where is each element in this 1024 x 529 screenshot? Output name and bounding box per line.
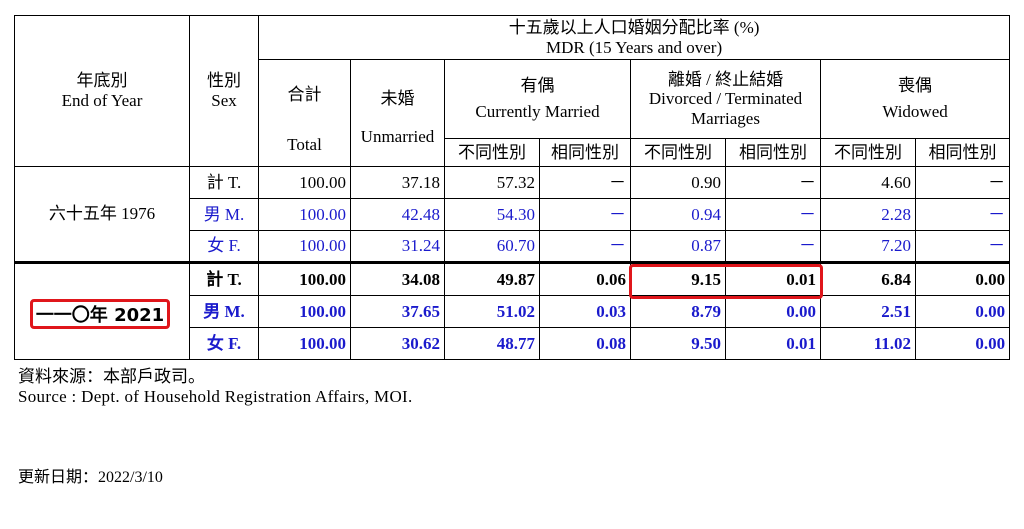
widowed-same-value: －: [914, 230, 1011, 263]
year-2021-cell: [14, 261, 190, 360]
total-value: 100.00: [258, 327, 351, 360]
unmarried-header: 未婚 Unmarried: [350, 59, 445, 167]
married-same-value: －: [539, 198, 631, 231]
sex-cell: 男 M.: [189, 295, 259, 328]
source-en: Source : Dept. of Household Registration…: [18, 387, 413, 406]
widowed-same-value: －: [914, 198, 1011, 231]
total-value: 100.00: [258, 295, 351, 328]
sex-header: 性別 Sex: [189, 15, 259, 167]
unmarried-value: 37.65: [350, 295, 445, 328]
widowed-same-value: 0.00: [914, 295, 1011, 328]
divorced-diff-value: 0.87: [630, 230, 726, 263]
unmarried-value: 31.24: [350, 230, 445, 263]
table-row: 六十五年 1976 計 T. 100.00 37.18 57.32 － 0.90…: [14, 166, 1011, 263]
unmarried-value: 37.18: [350, 166, 445, 199]
sex-cell: 女 F.: [189, 327, 259, 360]
married-diff-value: 60.70: [444, 230, 540, 263]
divorced-same-value: 0.00: [725, 295, 821, 328]
widowed-diff-value: 2.28: [820, 198, 916, 231]
widowed-diff-sex: 不同性別: [820, 138, 916, 167]
total-value: 100.00: [258, 261, 351, 296]
table-title: 十五歲以上人口婚姻分配比率 (%) MDR (15 Years and over): [257, 15, 1011, 60]
divorced-same-value: 0.01: [725, 327, 821, 360]
year-2021-highlight: [30, 299, 170, 329]
total-value: 100.00: [258, 198, 351, 231]
married-same-value: 0.03: [539, 295, 631, 328]
divorced-diff-value: 8.79: [630, 295, 726, 328]
widowed-diff-value: 6.84: [820, 261, 916, 296]
married-same-value: －: [539, 230, 631, 263]
widowed-same-value: 0.00: [914, 261, 1011, 296]
married-diff-sex: 不同性別: [444, 138, 540, 167]
divorced-diff-value: 9.50: [630, 327, 726, 360]
year-header: 年底別 End of Year: [14, 15, 190, 167]
total-value: 100.00: [258, 166, 351, 199]
source-zh: 資料來源：本部戶政司。: [18, 367, 205, 386]
widowed-header: 喪偶 Widowed: [819, 59, 1011, 139]
divorced-same-value: －: [725, 198, 821, 231]
unmarried-value: 34.08: [350, 261, 445, 296]
widowed-same-value: －: [914, 166, 1011, 199]
sex-cell: 女 F.: [189, 230, 259, 263]
table-row: 女 F. 100.00 30.62 48.77 0.08 9.50 0.01 1…: [15, 327, 1011, 360]
married-same-sex: 相同性別: [539, 138, 631, 167]
sex-cell: 計 T.: [189, 261, 259, 296]
marriage-distribution-table: 年底別 End of Year 性別 Sex 十五歲以上人口婚姻分配比率 (%) MD…: [14, 15, 1011, 360]
divorced-diff-value: 0.90: [630, 166, 726, 199]
unmarried-value: 42.48: [350, 198, 445, 231]
widowed-diff-value: 4.60: [820, 166, 916, 199]
divorced-same-value: －: [725, 230, 821, 263]
divorced-diff-sex: 不同性別: [630, 138, 726, 167]
year-1976: 六十五年 1976: [14, 166, 190, 263]
widowed-diff-value: 7.20: [820, 230, 916, 263]
sex-cell: 男 M.: [189, 198, 259, 231]
divorced-header: 離婚 / 終止結婚 Divorced / Terminated Marriage…: [630, 59, 821, 139]
married-diff-value: 51.02: [444, 295, 540, 328]
married-same-value: 0.08: [539, 327, 631, 360]
table-row: 計 T. 100.00 34.08 49.87 0.06 9.15 0.01 6…: [14, 261, 1011, 360]
married-same-value: －: [539, 166, 631, 199]
married-diff-value: 48.77: [444, 327, 540, 360]
widowed-diff-value: 2.51: [820, 295, 916, 328]
unmarried-value: 30.62: [350, 327, 445, 360]
married-header: 有偶 Currently Married: [444, 59, 631, 139]
update-date: 更新日期：2022/3/10: [18, 469, 163, 486]
divorced-diff-value: 0.94: [630, 198, 726, 231]
married-same-value: 0.06: [539, 261, 631, 296]
widowed-same-sex: 相同性別: [914, 138, 1011, 167]
total-value: 100.00: [258, 230, 351, 263]
divorced-same-value: －: [725, 166, 821, 199]
married-diff-value: 49.87: [444, 261, 540, 296]
widowed-diff-value: 11.02: [820, 327, 916, 360]
married-diff-value: 54.30: [444, 198, 540, 231]
widowed-same-value: 0.00: [914, 327, 1011, 360]
sex-cell: 計 T.: [189, 166, 259, 199]
table-row: 男 M. 100.00 37.65 51.02 0.03 8.79 0.00 2…: [15, 295, 1011, 328]
married-diff-value: 57.32: [444, 166, 540, 199]
divorced-same-sex: 相同性別: [725, 138, 821, 167]
total-header: 合計 Total: [258, 59, 351, 167]
divorced-2021-highlight: [629, 264, 823, 299]
table-row: 女 F. 100.00 31.24 60.70 － 0.87 － 7.20 －: [15, 230, 1011, 263]
year-2021: 一一〇年 2021: [35, 305, 165, 326]
